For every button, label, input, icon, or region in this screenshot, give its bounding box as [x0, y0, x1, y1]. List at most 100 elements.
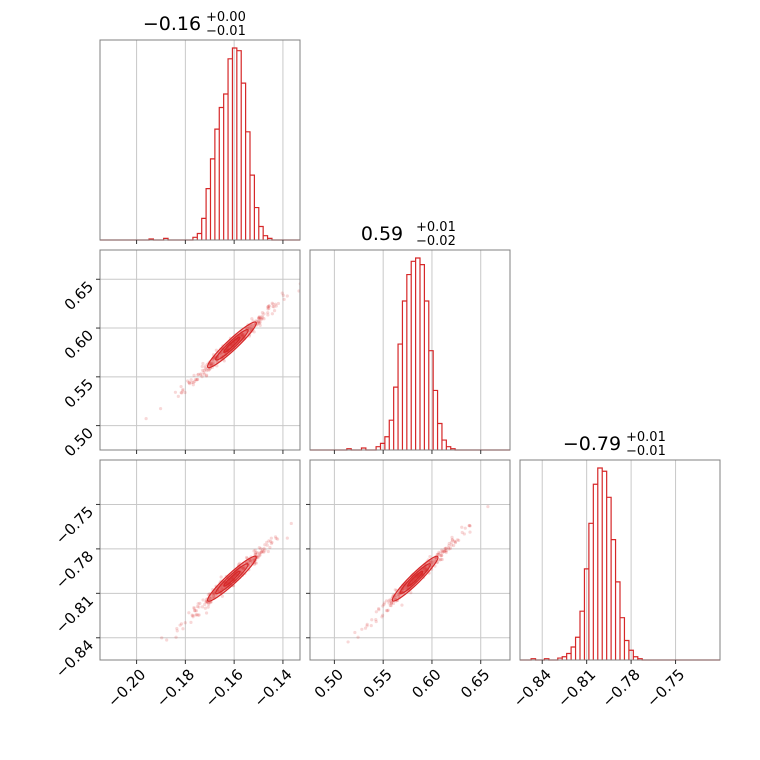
scatter-point: [200, 605, 205, 609]
density-contour: [399, 563, 431, 595]
scatter-point: [192, 379, 197, 384]
scatter-point: [446, 546, 451, 550]
scatter-point: [258, 320, 262, 324]
scatter-point: [201, 368, 205, 372]
scatter-point: [204, 374, 209, 378]
scatter-point: [249, 558, 253, 563]
scatter-point: [196, 372, 201, 376]
x-tick-label: 0.60: [408, 666, 444, 702]
scatter-point: [209, 361, 213, 366]
scatter-point: [386, 608, 390, 612]
scatter-point: [444, 546, 448, 550]
scatter-point: [356, 635, 360, 639]
scatter-point: [260, 549, 264, 554]
scatter-point: [247, 326, 251, 330]
scatter-point: [254, 553, 258, 557]
scatter-point: [202, 371, 206, 375]
scatter-point: [207, 602, 211, 607]
scatter-point: [190, 613, 194, 617]
density-contour: [206, 321, 257, 369]
scatter-point: [253, 551, 258, 555]
scatter-point: [202, 369, 206, 373]
scatter-point: [165, 638, 169, 642]
scatter-point: [266, 311, 270, 315]
density-contour: [223, 336, 241, 354]
scatter-point: [382, 601, 387, 605]
scatter-point: [241, 566, 245, 571]
scatter-point: [262, 312, 266, 316]
scatter-point: [212, 594, 216, 598]
scatter-point: [195, 613, 199, 617]
scatter-point: [194, 609, 199, 613]
title-lower: −0.01: [206, 24, 246, 39]
scatter-point: [258, 551, 262, 555]
scatter-point: [270, 301, 274, 305]
scatter-point: [282, 297, 286, 302]
scatter-point: [272, 309, 277, 313]
scatter-point: [444, 549, 449, 553]
scatter-point: [203, 602, 207, 607]
scatter-point: [390, 600, 394, 605]
x-tick-label: 0.50: [311, 666, 347, 702]
scatter-point: [196, 377, 200, 382]
title-median: −0.16: [143, 13, 201, 35]
scatter-point: [257, 315, 261, 319]
scatter-point: [462, 532, 466, 536]
scatter-point: [400, 603, 404, 607]
scatter-point: [269, 539, 273, 543]
scatter-point: [440, 549, 444, 553]
scatter-point: [258, 323, 262, 327]
scatter-point: [447, 541, 451, 546]
scatter-point: [202, 372, 206, 376]
scatter-point: [289, 521, 293, 526]
scatter-point: [263, 548, 267, 552]
x-tick-label: 0.65: [457, 666, 493, 702]
param-title-0: −0.16: [143, 13, 201, 35]
scatter-point: [384, 599, 389, 603]
scatter-point: [180, 391, 184, 395]
x-tick-label: −0.81: [554, 666, 599, 711]
scatter-point: [457, 538, 461, 542]
scatter-point: [259, 550, 264, 554]
scatter-point: [183, 390, 187, 395]
y-tick-label: −0.78: [52, 547, 97, 592]
scatter-point: [267, 304, 271, 308]
density-contour: [215, 328, 249, 361]
scatter-point: [467, 524, 471, 528]
scatter-point: [203, 366, 207, 370]
gridlines: [333, 250, 482, 450]
scatter-point: [396, 594, 400, 598]
scatter-point: [380, 615, 384, 619]
scatter-point: [438, 554, 443, 558]
scatter-point: [374, 610, 378, 614]
scatter-panel-0: [99, 249, 301, 451]
scatter-point: [195, 604, 200, 609]
scatter-point: [271, 304, 275, 309]
scatter-point: [346, 640, 350, 644]
scatter-point: [428, 554, 432, 559]
scatter-point: [259, 317, 263, 321]
scatter-point: [252, 549, 256, 553]
scatter-point: [250, 559, 254, 563]
panel-frame: [99, 459, 301, 661]
scatter-point: [195, 377, 199, 382]
scatter-point: [468, 524, 472, 528]
scatter-point: [253, 548, 257, 552]
density-contour: [406, 570, 424, 587]
histogram-panel-1: 0.59 +0.01−0.02: [309, 220, 511, 451]
scatter-point: [201, 598, 205, 602]
scatter-point: [276, 301, 281, 306]
scatter-point: [467, 523, 472, 528]
scatter-point: [463, 526, 467, 530]
scatter-point: [204, 611, 209, 615]
scatter-point: [248, 560, 252, 565]
scatter-point: [241, 333, 245, 337]
scatter-point: [212, 592, 216, 596]
scatter-point: [440, 550, 445, 555]
scatter-point: [443, 549, 447, 553]
scatter-point: [241, 566, 245, 571]
scatter-point: [257, 316, 262, 320]
scatter-point: [222, 359, 226, 363]
scatter-point: [210, 596, 214, 600]
scatter-point: [452, 543, 456, 548]
